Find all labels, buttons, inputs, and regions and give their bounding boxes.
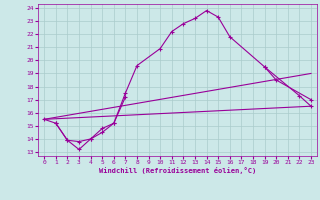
X-axis label: Windchill (Refroidissement éolien,°C): Windchill (Refroidissement éolien,°C) [99, 167, 256, 174]
